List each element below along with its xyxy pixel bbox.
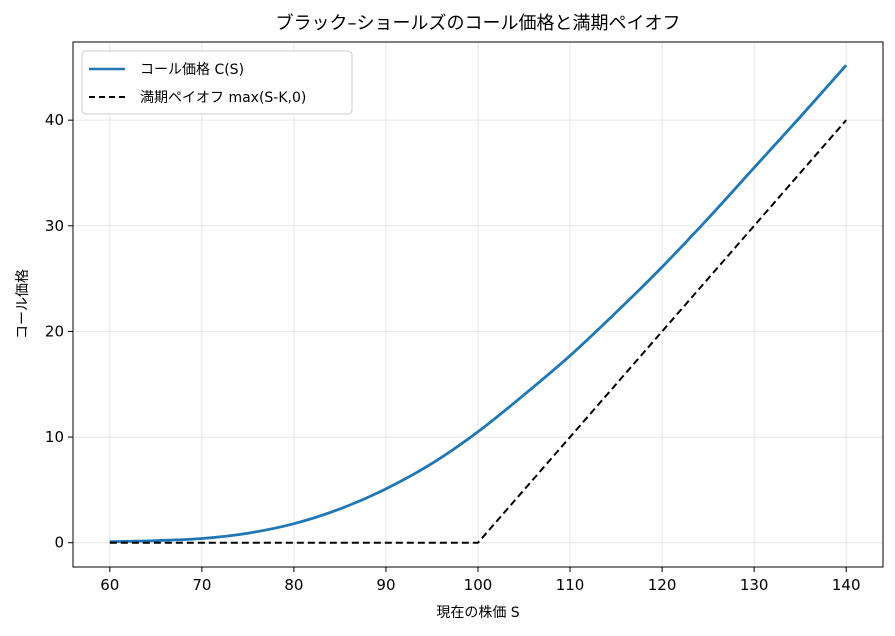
x-tick-label: 90	[376, 576, 395, 594]
x-tick-label: 100	[464, 576, 493, 594]
y-tick-label: 10	[45, 428, 64, 446]
x-tick-label: 130	[740, 576, 769, 594]
x-tick-label: 60	[100, 576, 119, 594]
series-call-price-line	[109, 64, 848, 544]
x-tick-label: 70	[192, 576, 211, 594]
x-tick-label: 140	[832, 576, 861, 594]
y-axis-label: コール価格	[15, 269, 31, 339]
series-layer	[109, 64, 848, 544]
x-axis: 60 70 80 90 100 110 120 130 140	[100, 567, 861, 594]
y-tick-label: 0	[54, 534, 64, 552]
y-tick-label: 20	[45, 322, 64, 340]
series-payoff-line	[109, 119, 847, 544]
x-tick-label: 110	[556, 576, 585, 594]
x-tick-label: 80	[284, 576, 303, 594]
chart-title: ブラック–ショールズのコール価格と満期ペイオフ	[276, 12, 681, 34]
y-axis: 0 10 20 30 40	[45, 111, 73, 552]
x-axis-label: 現在の株価 S	[436, 605, 519, 621]
legend-label-call-price: コール価格 C(S)	[140, 62, 244, 78]
legend-box	[81, 50, 353, 115]
grid	[73, 42, 883, 567]
y-tick-label: 30	[45, 217, 64, 235]
legend-label-payoff: 満期ペイオフ max(S-K,0)	[140, 90, 306, 106]
x-tick-label: 120	[648, 576, 677, 594]
y-tick-label: 40	[45, 111, 64, 129]
legend: コール価格 C(S) 満期ペイオフ max(S-K,0)	[81, 50, 353, 115]
